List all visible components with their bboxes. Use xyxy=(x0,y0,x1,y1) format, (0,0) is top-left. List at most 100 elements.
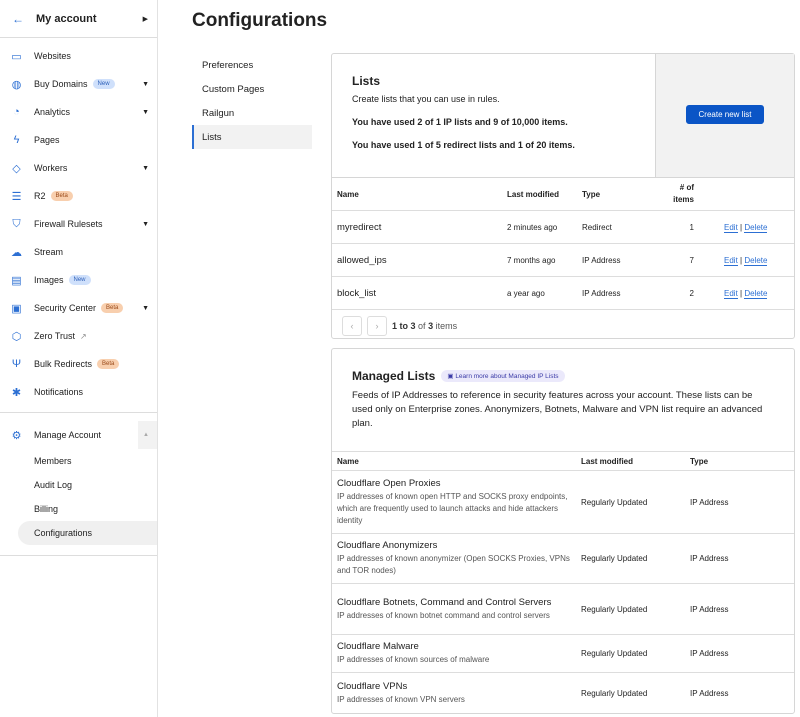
subnav-custom-pages[interactable]: Custom Pages xyxy=(202,83,265,95)
learn-more-link[interactable]: ▣ Learn more about Managed IP Lists xyxy=(441,370,565,382)
beta-badge: Beta xyxy=(97,359,120,369)
managed-list-description: IP addresses of known botnet command and… xyxy=(337,610,550,620)
managed-table-header: Name Last modified Type xyxy=(332,452,794,471)
edit-link[interactable]: Edit xyxy=(724,255,738,266)
sidebar-item-label: Pages xyxy=(34,135,60,145)
edit-link[interactable]: Edit xyxy=(724,222,738,233)
caret-up-icon[interactable]: ▲ xyxy=(143,432,149,438)
list-count: 7 xyxy=(689,255,694,265)
database-icon: ☰ xyxy=(11,190,22,203)
account-header[interactable]: ← My account ▶ xyxy=(0,0,157,38)
sidebar-item-label: Buy Domains xyxy=(34,79,88,89)
col-name: Name xyxy=(337,189,359,199)
delete-link[interactable]: Delete xyxy=(744,255,768,266)
managed-list-type: IP Address xyxy=(690,649,729,658)
caret-down-icon[interactable]: ▼ xyxy=(142,220,149,228)
managed-list-name: Cloudflare Open Proxies xyxy=(337,477,441,489)
prev-page-button[interactable]: ‹ xyxy=(342,316,362,336)
caret-down-icon[interactable]: ▼ xyxy=(142,164,149,172)
managed-list-description: IP addresses of known open HTTP and SOCK… xyxy=(337,491,568,525)
sidebar-item-analytics[interactable]: ◔ Analytics ▼ xyxy=(0,98,157,126)
caret-right-icon[interactable]: ▶ xyxy=(142,15,148,23)
shield-icon: ⛉ xyxy=(12,217,21,230)
table-row: Cloudflare Malware IP addresses of known … xyxy=(332,635,794,673)
managed-list-name: Cloudflare Malware xyxy=(337,641,419,652)
managed-list-description: IP addresses of known anonymizer (Open S… xyxy=(337,554,570,575)
redirect-icon: Ψ xyxy=(11,358,22,370)
managed-list-type: IP Address xyxy=(690,497,729,507)
back-arrow-icon[interactable]: ← xyxy=(12,11,24,26)
caret-down-icon[interactable]: ▼ xyxy=(142,304,149,312)
notifications-icon: ✱ xyxy=(11,386,22,399)
managed-list-name: Cloudflare VPNs xyxy=(337,680,408,692)
config-subnav: Preferences Custom Pages Railgun Lists xyxy=(192,53,312,149)
managed-list-description: IP addresses of known VPN servers xyxy=(337,694,465,704)
lists-card: Lists Create lists that you can use in r… xyxy=(331,53,795,339)
sidebar-item-security-center[interactable]: ▣ Security Center Beta ▼ xyxy=(0,294,157,322)
managed-list-modified: Regularly Updated xyxy=(581,688,648,698)
beta-badge: Beta xyxy=(101,303,124,313)
subnav-lists[interactable]: Lists xyxy=(192,125,312,149)
sidebar-subitem-configurations[interactable]: Configurations xyxy=(18,521,157,545)
edit-link[interactable]: Edit xyxy=(724,288,738,299)
sidebar-item-firewall-rulesets[interactable]: ⛉ Firewall Rulesets ▼ xyxy=(0,210,157,238)
sidebar-item-notifications[interactable]: ✱ Notifications xyxy=(0,378,157,406)
create-new-list-button[interactable]: Create new list xyxy=(686,105,764,124)
sidebar-item-buy-domains[interactable]: ◍ Buy Domains New ▼ xyxy=(0,70,157,98)
caret-down-icon[interactable]: ▼ xyxy=(142,108,149,116)
sidebar-item-stream[interactable]: ☁ Stream xyxy=(0,238,157,266)
sidebar-item-bulk-redirects[interactable]: Ψ Bulk Redirects Beta xyxy=(0,350,157,378)
managed-list-type: IP Address xyxy=(690,604,729,614)
new-badge: New xyxy=(92,79,115,89)
sidebar-item-label: Workers xyxy=(34,163,68,173)
table-row: Cloudflare Botnets, Command and Control … xyxy=(332,584,794,635)
book-icon: ▣ xyxy=(447,373,456,380)
list-modified: 7 months ago xyxy=(507,255,556,265)
separator: | xyxy=(740,288,743,298)
lists-description: Create lists that you can use in rules. xyxy=(352,94,500,104)
sidebar-item-label: Security Center xyxy=(34,303,97,313)
delete-link[interactable]: Delete xyxy=(744,222,768,233)
sidebar-item-label: Firewall Rulesets xyxy=(34,219,103,229)
managed-list-name: Cloudflare Anonymizers xyxy=(337,540,438,551)
new-badge: New xyxy=(68,275,91,285)
sidebar-item-r2[interactable]: ☰ R2 Beta xyxy=(0,182,157,210)
next-page-button[interactable]: › xyxy=(367,316,387,336)
sidebar-item-label: Bulk Redirects xyxy=(34,359,93,369)
lightning-icon: ϟ xyxy=(13,134,20,146)
image-icon: ▤ xyxy=(11,274,22,287)
list-name: allowed_ips xyxy=(337,254,387,266)
security-center-icon: ▣ xyxy=(11,302,22,315)
globe-icon: ◍ xyxy=(11,78,22,91)
subnav-railgun[interactable]: Railgun xyxy=(202,107,235,119)
sidebar-item-zero-trust[interactable]: ⬡ Zero Trust ↗ xyxy=(0,322,157,350)
list-name: myredirect xyxy=(337,221,382,233)
managed-list-modified: Regularly Updated xyxy=(581,604,648,614)
managed-lists-card: Managed Lists ▣ Learn more about Managed… xyxy=(331,348,795,714)
col-name: Name xyxy=(337,456,359,466)
sidebar-subitem-members[interactable]: Members xyxy=(34,456,72,466)
sidebar-item-workers[interactable]: ◇ Workers ▼ xyxy=(0,154,157,182)
caret-down-icon[interactable]: ▼ xyxy=(142,80,149,88)
browser-icon: ▭ xyxy=(11,50,22,63)
managed-list-type: IP Address xyxy=(690,554,729,563)
list-type: IP Address xyxy=(582,288,621,298)
sidebar-item-label: Notifications xyxy=(34,387,84,397)
sidebar-item-pages[interactable]: ϟ Pages xyxy=(0,126,157,154)
table-row: allowed_ips 7 months ago IP Address 7 Ed… xyxy=(332,244,794,277)
table-row: Cloudflare Anonymizers IP addresses of kn… xyxy=(332,534,794,584)
subnav-preferences[interactable]: Preferences xyxy=(202,59,254,71)
managed-list-modified: Regularly Updated xyxy=(581,649,648,658)
managed-list-modified: Regularly Updated xyxy=(581,554,648,563)
table-row: Cloudflare Open Proxies IP addresses of k… xyxy=(332,471,794,534)
list-name: block_list xyxy=(337,287,377,299)
sidebar-subitem-audit-log[interactable]: Audit Log xyxy=(34,480,73,490)
sidebar-item-websites[interactable]: ▭ Websites xyxy=(0,42,157,70)
managed-list-type: IP Address xyxy=(690,688,729,698)
delete-link[interactable]: Delete xyxy=(744,288,768,299)
sidebar-subitem-billing[interactable]: Billing xyxy=(34,504,59,514)
separator: | xyxy=(740,255,743,265)
sidebar-item-manage-account[interactable]: ⚙ Manage Account ▲ xyxy=(0,421,157,449)
sidebar-item-images[interactable]: ▤ Images New xyxy=(0,266,157,294)
table-row: myredirect 2 minutes ago Redirect 1 Edit… xyxy=(332,211,794,244)
